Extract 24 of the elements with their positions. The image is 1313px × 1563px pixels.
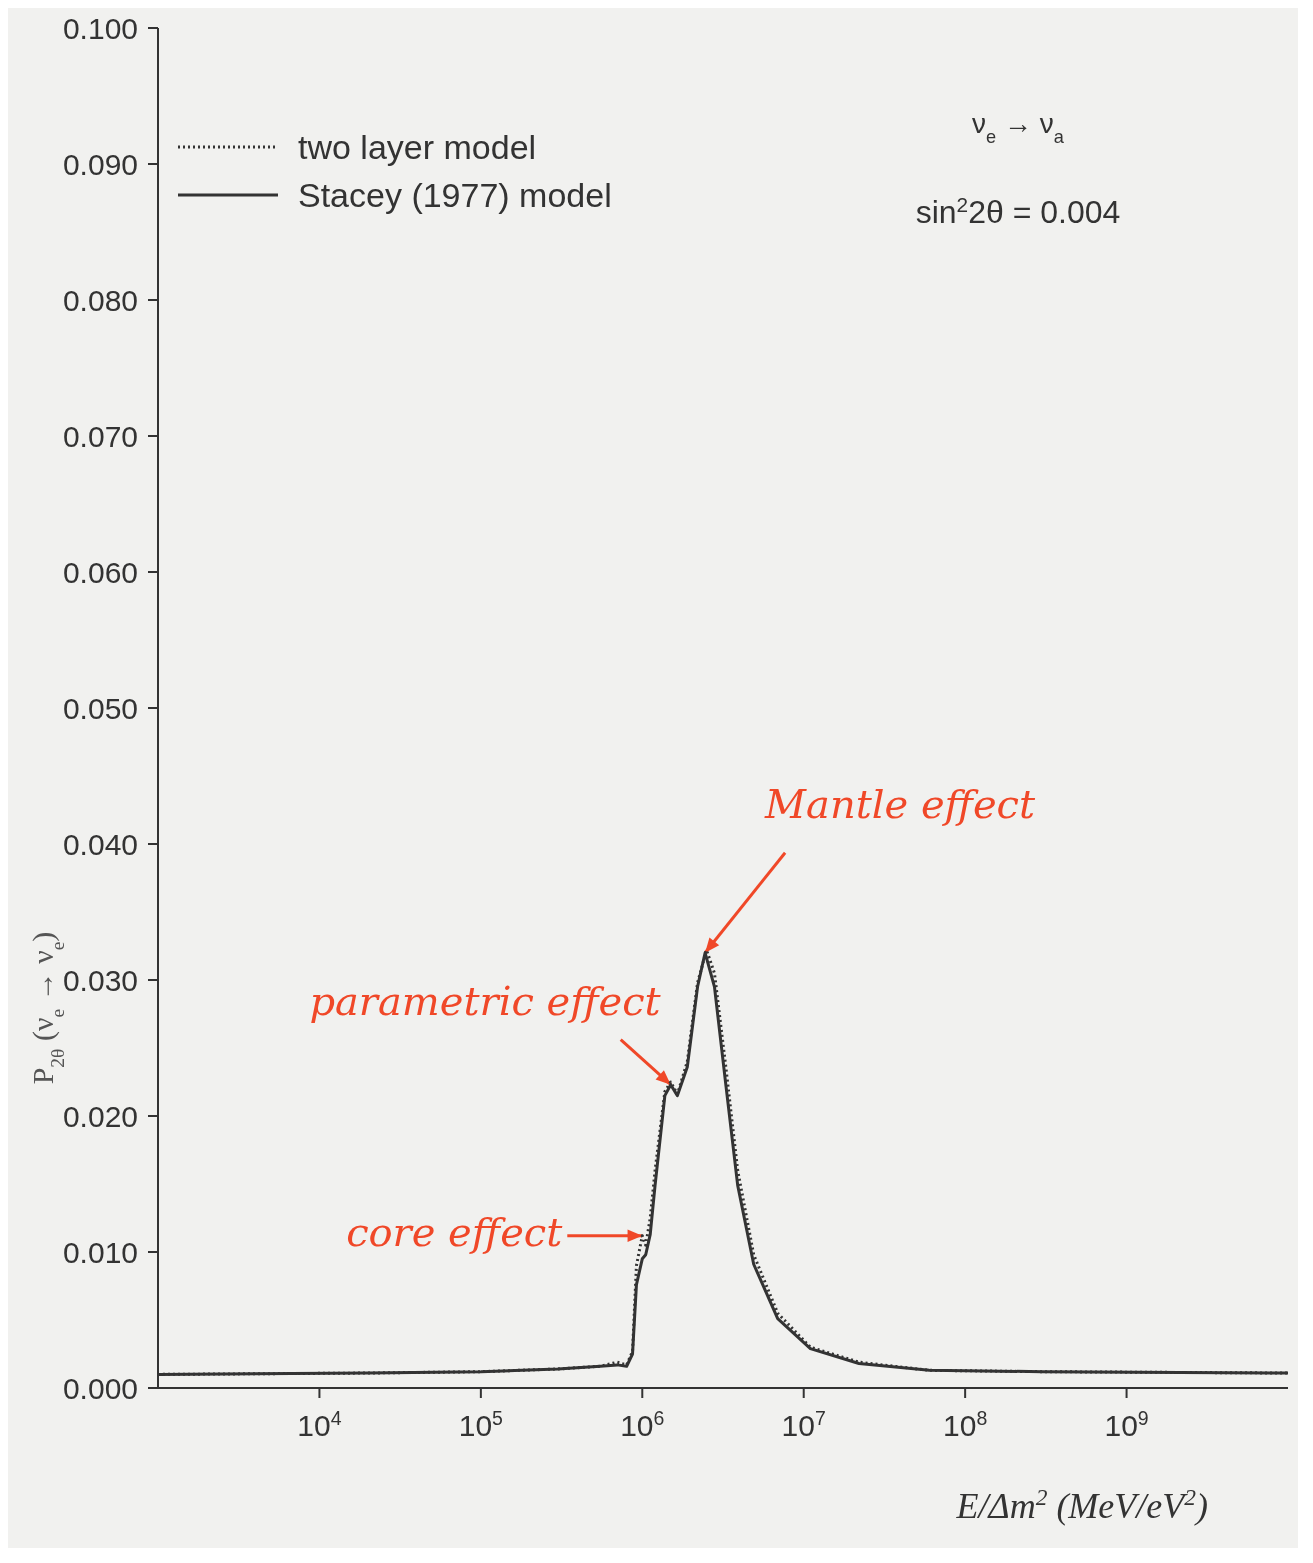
y-tick-label: 0.060: [62, 556, 138, 589]
y-tick-label: 0.040: [62, 828, 138, 861]
legend-label: two layer model: [298, 127, 537, 167]
y-tick-label: 0.050: [62, 692, 138, 725]
x-tick-label: 10$^{8}$: [943, 1407, 988, 1442]
y-tick-label: 0.090: [62, 148, 138, 181]
y-tick-label: 0.000: [62, 1372, 138, 1405]
y-tick-label: 0.020: [62, 1100, 138, 1133]
annotation: Mantle effect: [764, 780, 1037, 827]
y-tick-label: 0.010: [62, 1236, 138, 1269]
x-tick-label: 10$^{7}$: [781, 1407, 826, 1442]
x-tick-label: 10$^{9}$: [1104, 1407, 1149, 1442]
x-tick-label: 10$^{5}$: [458, 1407, 504, 1442]
x-tick-label: 10$^{4}$: [297, 1407, 342, 1442]
annotation: core effect: [346, 1208, 564, 1255]
annotation: parametric effect: [309, 977, 662, 1024]
x-axis-title: E/Δm$^{2}$ (MeV/eV$^{2}$): [955, 1484, 1208, 1526]
annotation: sin$^{2}$2θ = 0.004: [915, 192, 1121, 230]
y-tick-label: 0.100: [62, 12, 138, 45]
y-tick-label: 0.080: [62, 284, 138, 317]
y-tick-label: 0.070: [62, 420, 138, 453]
legend-label: Stacey (1977) model: [298, 175, 612, 215]
x-tick-label: 10$^{6}$: [620, 1407, 665, 1442]
annotation: ν$_{e}$ → ν$_{a}$: [972, 108, 1065, 147]
